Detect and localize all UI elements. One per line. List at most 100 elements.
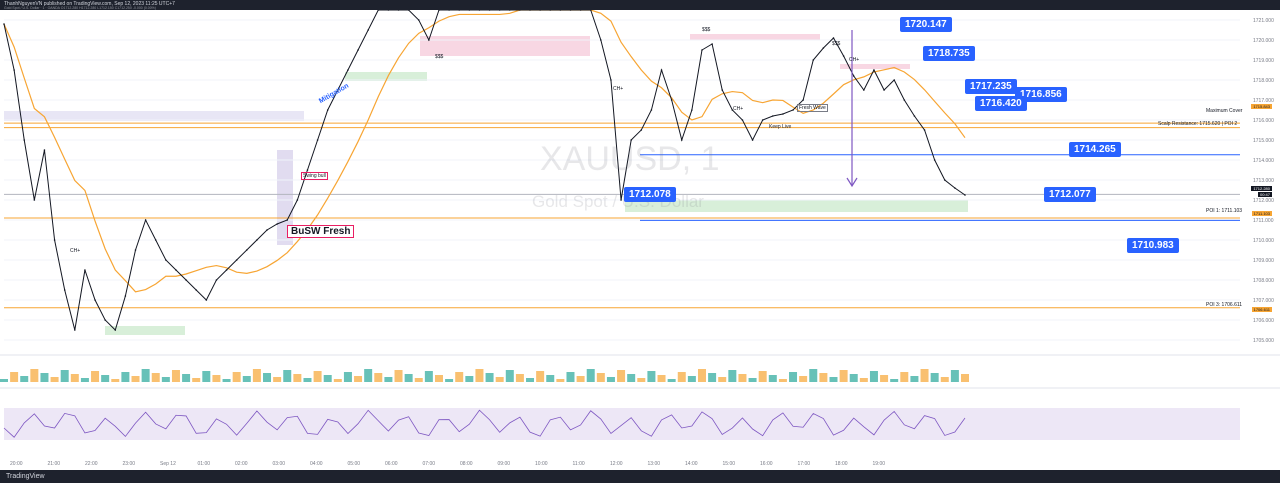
volume-bar-93 — [940, 377, 949, 382]
y-tick-14: 1707.000 — [1253, 298, 1274, 304]
rsi-band — [4, 408, 1240, 440]
volume-bar-27 — [273, 377, 282, 382]
price-point-62 — [630, 139, 632, 141]
callout-1716-420[interactable]: 1716.420 — [975, 96, 1027, 111]
volume-bar-38 — [384, 377, 393, 382]
projection-arrow-head — [846, 177, 858, 188]
price-point-82 — [832, 37, 835, 39]
volume-bar-67 — [677, 372, 686, 382]
price-point-22 — [225, 269, 228, 271]
choch-label-4: CH+ — [849, 57, 860, 63]
callout-1710-983[interactable]: 1710.983 — [1127, 238, 1179, 253]
price-point-1 — [13, 69, 15, 71]
x-tick-23: 19:00 — [873, 461, 886, 467]
price-point-17 — [175, 269, 177, 271]
supply-zone-right — [840, 64, 910, 69]
callout-1712-078[interactable]: 1712.078 — [624, 187, 676, 202]
volume-bar-52 — [526, 378, 535, 382]
x-tick-22: 18:00 — [835, 461, 848, 467]
price-point-69 — [701, 49, 703, 51]
price-point-61 — [620, 199, 622, 201]
price-point-74 — [751, 139, 754, 141]
price-point-0 — [3, 23, 5, 25]
volume-bar-22 — [222, 379, 231, 382]
price-point-35 — [357, 49, 359, 51]
volume-bar-31 — [313, 371, 322, 382]
callout-1718-735[interactable]: 1718.735 — [923, 46, 975, 61]
volume-bar-16 — [161, 377, 170, 382]
volume-bar-65 — [657, 375, 666, 382]
volume-bar-14 — [141, 369, 150, 382]
volume-bar-2 — [20, 376, 29, 382]
price-point-73 — [741, 119, 744, 121]
maximum-cover-tag: 1715.843 — [1251, 104, 1272, 109]
demand-zone-mid — [345, 72, 427, 81]
price-point-8 — [84, 269, 86, 271]
price-point-20 — [205, 299, 208, 301]
price-point-30 — [306, 169, 309, 171]
volume-bar-3 — [30, 369, 39, 382]
price-point-94 — [954, 187, 956, 189]
price-point-55 — [559, 10, 562, 11]
price-point-13 — [134, 249, 137, 251]
volume-bar-66 — [667, 379, 676, 382]
callout-1712-077[interactable]: 1712.077 — [1044, 187, 1096, 202]
rsi-line — [3, 409, 966, 438]
price-point-63 — [640, 129, 643, 131]
callout-1714-265[interactable]: 1714.265 — [1069, 142, 1121, 157]
volume-bar-91 — [920, 369, 929, 382]
chart-canvas[interactable]: 1721.000 1720.000 1719.000 1718.000 1717.000… — [0, 10, 1280, 470]
price-point-90 — [913, 115, 916, 117]
price-point-26 — [266, 229, 268, 231]
price-point-91 — [923, 129, 926, 131]
price-point-37 — [377, 10, 380, 11]
price-point-77 — [782, 113, 784, 115]
liquidity-label-3: $$$ — [832, 41, 841, 47]
volume-bar-90 — [910, 376, 919, 382]
volume-bar-45 — [455, 372, 464, 382]
price-point-29 — [296, 199, 299, 201]
callout-1720-147[interactable]: 1720.147 — [900, 17, 952, 32]
volume-bar-57 — [576, 376, 585, 382]
price-point-23 — [235, 259, 238, 261]
x-tick-14: 10:00 — [535, 461, 548, 467]
bos-zone — [277, 150, 293, 245]
volume-bar-11 — [111, 379, 120, 382]
price-point-89 — [903, 99, 906, 101]
x-tick-19: 15:00 — [723, 461, 736, 467]
volume-bar-48 — [485, 373, 494, 382]
price-point-19 — [195, 289, 197, 291]
price-point-44 — [448, 10, 450, 11]
volume-bar-74 — [748, 378, 757, 382]
price-point-3 — [33, 199, 36, 201]
y-tick-0: 1721.000 — [1253, 18, 1274, 24]
price-point-78 — [792, 109, 794, 111]
callout-1716-856[interactable]: 1716.856 — [1015, 87, 1067, 102]
callout-1717-235[interactable]: 1717.235 — [965, 79, 1017, 94]
x-tick-8: 04:00 — [310, 461, 323, 467]
y-tick-10: 1711.000 — [1253, 218, 1274, 224]
busw-fresh-label: BuSW Fresh — [287, 225, 355, 238]
volume-bar-24 — [242, 376, 251, 382]
volume-bar-0 — [0, 379, 8, 382]
volume-bar-75 — [758, 371, 767, 382]
x-tick-0: 20:00 — [10, 461, 23, 467]
price-point-75 — [761, 119, 764, 121]
x-tick-6: 02:00 — [235, 461, 248, 467]
y-tick-1: 1720.000 — [1253, 38, 1274, 44]
y-tick-15: 1706.000 — [1253, 318, 1274, 324]
volume-bar-61 — [617, 370, 626, 382]
price-point-83 — [842, 55, 845, 57]
volume-bar-56 — [566, 372, 575, 382]
y-tick-7: 1714.000 — [1253, 158, 1274, 164]
price-point-59 — [600, 39, 602, 41]
volume-bar-4 — [40, 373, 49, 382]
volume-bar-32 — [323, 375, 332, 382]
volume-bar-25 — [252, 369, 261, 382]
price-point-10 — [104, 319, 106, 321]
volume-bar-1 — [10, 372, 19, 382]
price-point-31 — [316, 139, 319, 141]
supply-zone — [420, 36, 590, 56]
price-point-14 — [144, 219, 147, 221]
y-tick-16: 1705.000 — [1253, 338, 1274, 344]
